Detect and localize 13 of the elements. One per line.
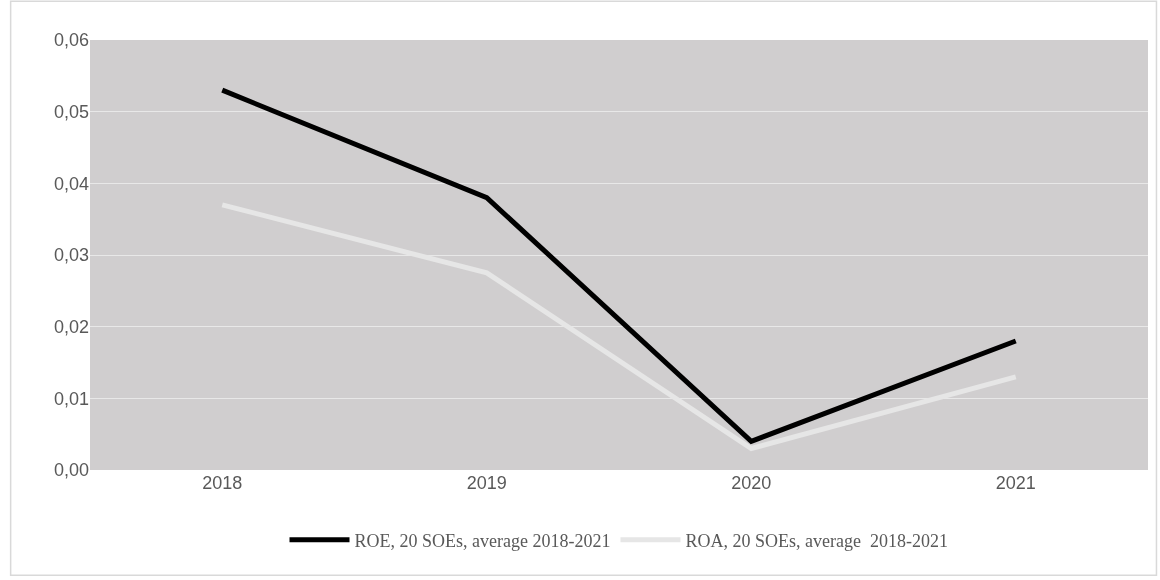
y-tick-label: 0,02 (53, 316, 89, 337)
x-tick-label: 2018 (202, 473, 243, 493)
y-tick-label: 0,03 (53, 245, 89, 266)
legend-label: ROA, 20 SOEs, average 2018-2021 (685, 530, 948, 551)
x-tick-label: 2021 (995, 473, 1036, 493)
legend-label: ROE, 20 SOEs, average 2018-2021 (354, 530, 611, 551)
x-tick-label: 2020 (731, 473, 772, 493)
y-tick-label: 0,00 (53, 460, 89, 481)
y-tick-label: 0,05 (53, 101, 89, 122)
x-tick-label: 2019 (466, 473, 507, 493)
y-tick-label: 0,06 (53, 30, 89, 51)
y-tick-label: 0,01 (53, 388, 89, 409)
y-tick-label: 0,04 (53, 173, 89, 194)
